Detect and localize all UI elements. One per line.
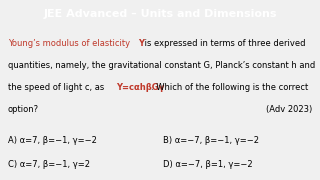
Text: JEE Advanced – Units and Dimensions: JEE Advanced – Units and Dimensions [43,9,277,19]
Text: B) α=−7, β=−1, γ=−2: B) α=−7, β=−1, γ=−2 [163,136,259,145]
Text: A) α=7, β=−1, γ=−2: A) α=7, β=−1, γ=−2 [8,136,97,145]
Text: is expressed in terms of three derived: is expressed in terms of three derived [142,39,306,48]
Text: Young’s modulus of elasticity: Young’s modulus of elasticity [8,39,133,48]
Text: D) α=−7, β=1, γ=−2: D) α=−7, β=1, γ=−2 [163,160,253,169]
Text: Y=cαhβGγ: Y=cαhβGγ [116,83,165,92]
Text: . Which of the following is the correct: . Which of the following is the correct [151,83,308,92]
Text: (Adv 2023): (Adv 2023) [266,105,312,114]
Text: option?: option? [8,105,39,114]
Text: quantities, namely, the gravitational constant G, Planck’s constant h and: quantities, namely, the gravitational co… [8,61,315,70]
Text: C) α=7, β=−1, γ=2: C) α=7, β=−1, γ=2 [8,160,90,169]
Text: Y: Y [138,39,144,48]
Text: the speed of light c, as: the speed of light c, as [8,83,107,92]
